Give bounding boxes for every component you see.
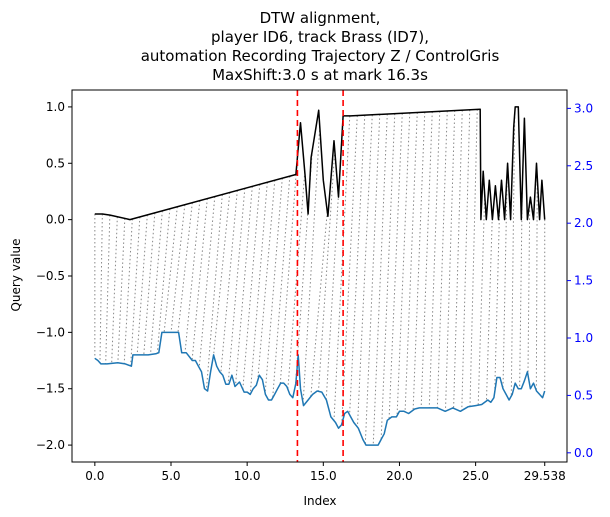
alignment-connectors <box>94 109 546 446</box>
alignment-connector <box>510 113 516 396</box>
x-tick-label: 5.0 <box>161 469 180 483</box>
alignment-connector <box>123 218 133 364</box>
x-axis-label: Index <box>303 494 336 508</box>
alignment-connector <box>170 204 186 333</box>
y-axis-label: Query value <box>9 238 23 311</box>
y2-tick-label: 3.0 <box>574 101 593 115</box>
alignment-connector <box>527 202 531 375</box>
y2-tick-label: 1.5 <box>574 274 593 288</box>
alignment-connector <box>535 176 538 391</box>
alignment-connector <box>130 216 141 366</box>
alignment-connector <box>163 206 178 333</box>
alignment-connector <box>436 110 448 408</box>
alignment-connector <box>404 112 418 412</box>
alignment-connector <box>205 194 223 391</box>
title-line-2: player ID6, track Brass (ID7), <box>211 28 429 46</box>
y-tick-label: 0.5 <box>46 156 65 170</box>
alignment-connector <box>234 186 253 387</box>
alignment-connector <box>428 111 441 408</box>
x-tick-label: 0.0 <box>85 469 104 483</box>
chart-title: DTW alignment, player ID6, track Brass (… <box>141 9 500 84</box>
alignment-connector <box>444 110 456 412</box>
alignment-connector <box>242 184 261 390</box>
alignment-connector <box>333 115 351 421</box>
y-axis-right: 3.0 2.5 2.0 1.5 1.0 0.5 0.0 <box>567 101 593 460</box>
alignment-connector <box>453 110 463 409</box>
alignment-connector <box>294 150 313 386</box>
plot-area <box>71 89 568 463</box>
y-tick-label: −0.5 <box>36 269 65 283</box>
alignment-connector <box>249 182 268 395</box>
alignment-connector <box>420 111 433 408</box>
alignment-connector <box>310 211 328 397</box>
series-line-0 <box>94 106 546 221</box>
y-tick-label: 0.0 <box>46 213 65 227</box>
plot-frame <box>71 89 568 463</box>
alignment-connector <box>461 109 471 411</box>
alignment-connector <box>372 113 388 446</box>
alignment-connector <box>287 171 306 390</box>
alignment-connector <box>494 203 501 393</box>
alignment-connector <box>302 126 321 404</box>
alignment-connector <box>279 158 298 384</box>
alignment-connector <box>111 216 118 364</box>
y2-tick-label: 1.0 <box>574 331 593 345</box>
x-tick-label: 10.0 <box>234 469 261 483</box>
alignment-connector <box>117 218 126 363</box>
title-line-3: automation Recording Trajectory Z / Cont… <box>141 47 500 65</box>
x-axis: 0.0 5.0 10.0 15.0 20.0 25.0 29.538 <box>85 462 566 483</box>
alignment-connector <box>136 214 148 355</box>
alignment-connector <box>349 115 366 415</box>
alignment-connector <box>341 115 358 425</box>
alignment-connector <box>396 112 411 416</box>
alignment-connector <box>149 210 163 355</box>
series-line-1 <box>94 331 546 446</box>
title-line-4: MaxShift:3.0 s at mark 16.3s <box>212 66 428 84</box>
alignment-connector <box>143 212 156 355</box>
alignment-connector <box>272 176 291 398</box>
x-tick-label: 25.0 <box>462 469 489 483</box>
alignment-connector <box>485 218 493 402</box>
alignment-connector <box>317 150 336 392</box>
x-tick-label: 29.538 <box>524 469 566 483</box>
alignment-connector <box>198 196 216 368</box>
alignment-connector <box>177 202 193 333</box>
alignment-connector <box>191 198 208 361</box>
alignment-connector <box>264 178 283 394</box>
alignment-connector <box>477 195 486 406</box>
alignment-connector <box>380 113 396 440</box>
alignment-connector <box>356 114 373 428</box>
alignment-connector <box>213 192 231 356</box>
alignment-connector <box>99 213 103 363</box>
x-tick-label: 20.0 <box>386 469 413 483</box>
y2-tick-label: 0.5 <box>574 388 593 402</box>
alignment-connector <box>519 188 523 389</box>
y-tick-label: −2.0 <box>36 438 65 452</box>
y2-tick-label: 2.0 <box>574 216 593 230</box>
x-tick-label: 15.0 <box>310 469 337 483</box>
alignment-connector <box>412 112 426 411</box>
y-tick-label: −1.5 <box>36 382 65 396</box>
alignment-connector <box>257 180 276 381</box>
alignment-connector <box>227 188 246 385</box>
alignment-connector <box>469 109 478 407</box>
alignment-connector <box>156 208 171 354</box>
y-axis-left: 1.0 0.5 0.0 −0.5 −1.0 −1.5 −2.0 <box>36 100 72 452</box>
alignment-connector <box>364 114 381 444</box>
alignment-connector <box>184 200 201 353</box>
y2-tick-label: 2.5 <box>574 159 593 173</box>
alignment-connector <box>502 169 508 389</box>
y-tick-label: 1.0 <box>46 100 65 114</box>
alignment-connector <box>220 190 238 374</box>
alignment-connector <box>388 113 403 419</box>
y2-tick-label: 0.0 <box>574 446 593 460</box>
y-tick-label: −1.0 <box>36 325 65 339</box>
title-line-1: DTW alignment, <box>260 9 381 27</box>
alignment-connector <box>105 215 111 364</box>
